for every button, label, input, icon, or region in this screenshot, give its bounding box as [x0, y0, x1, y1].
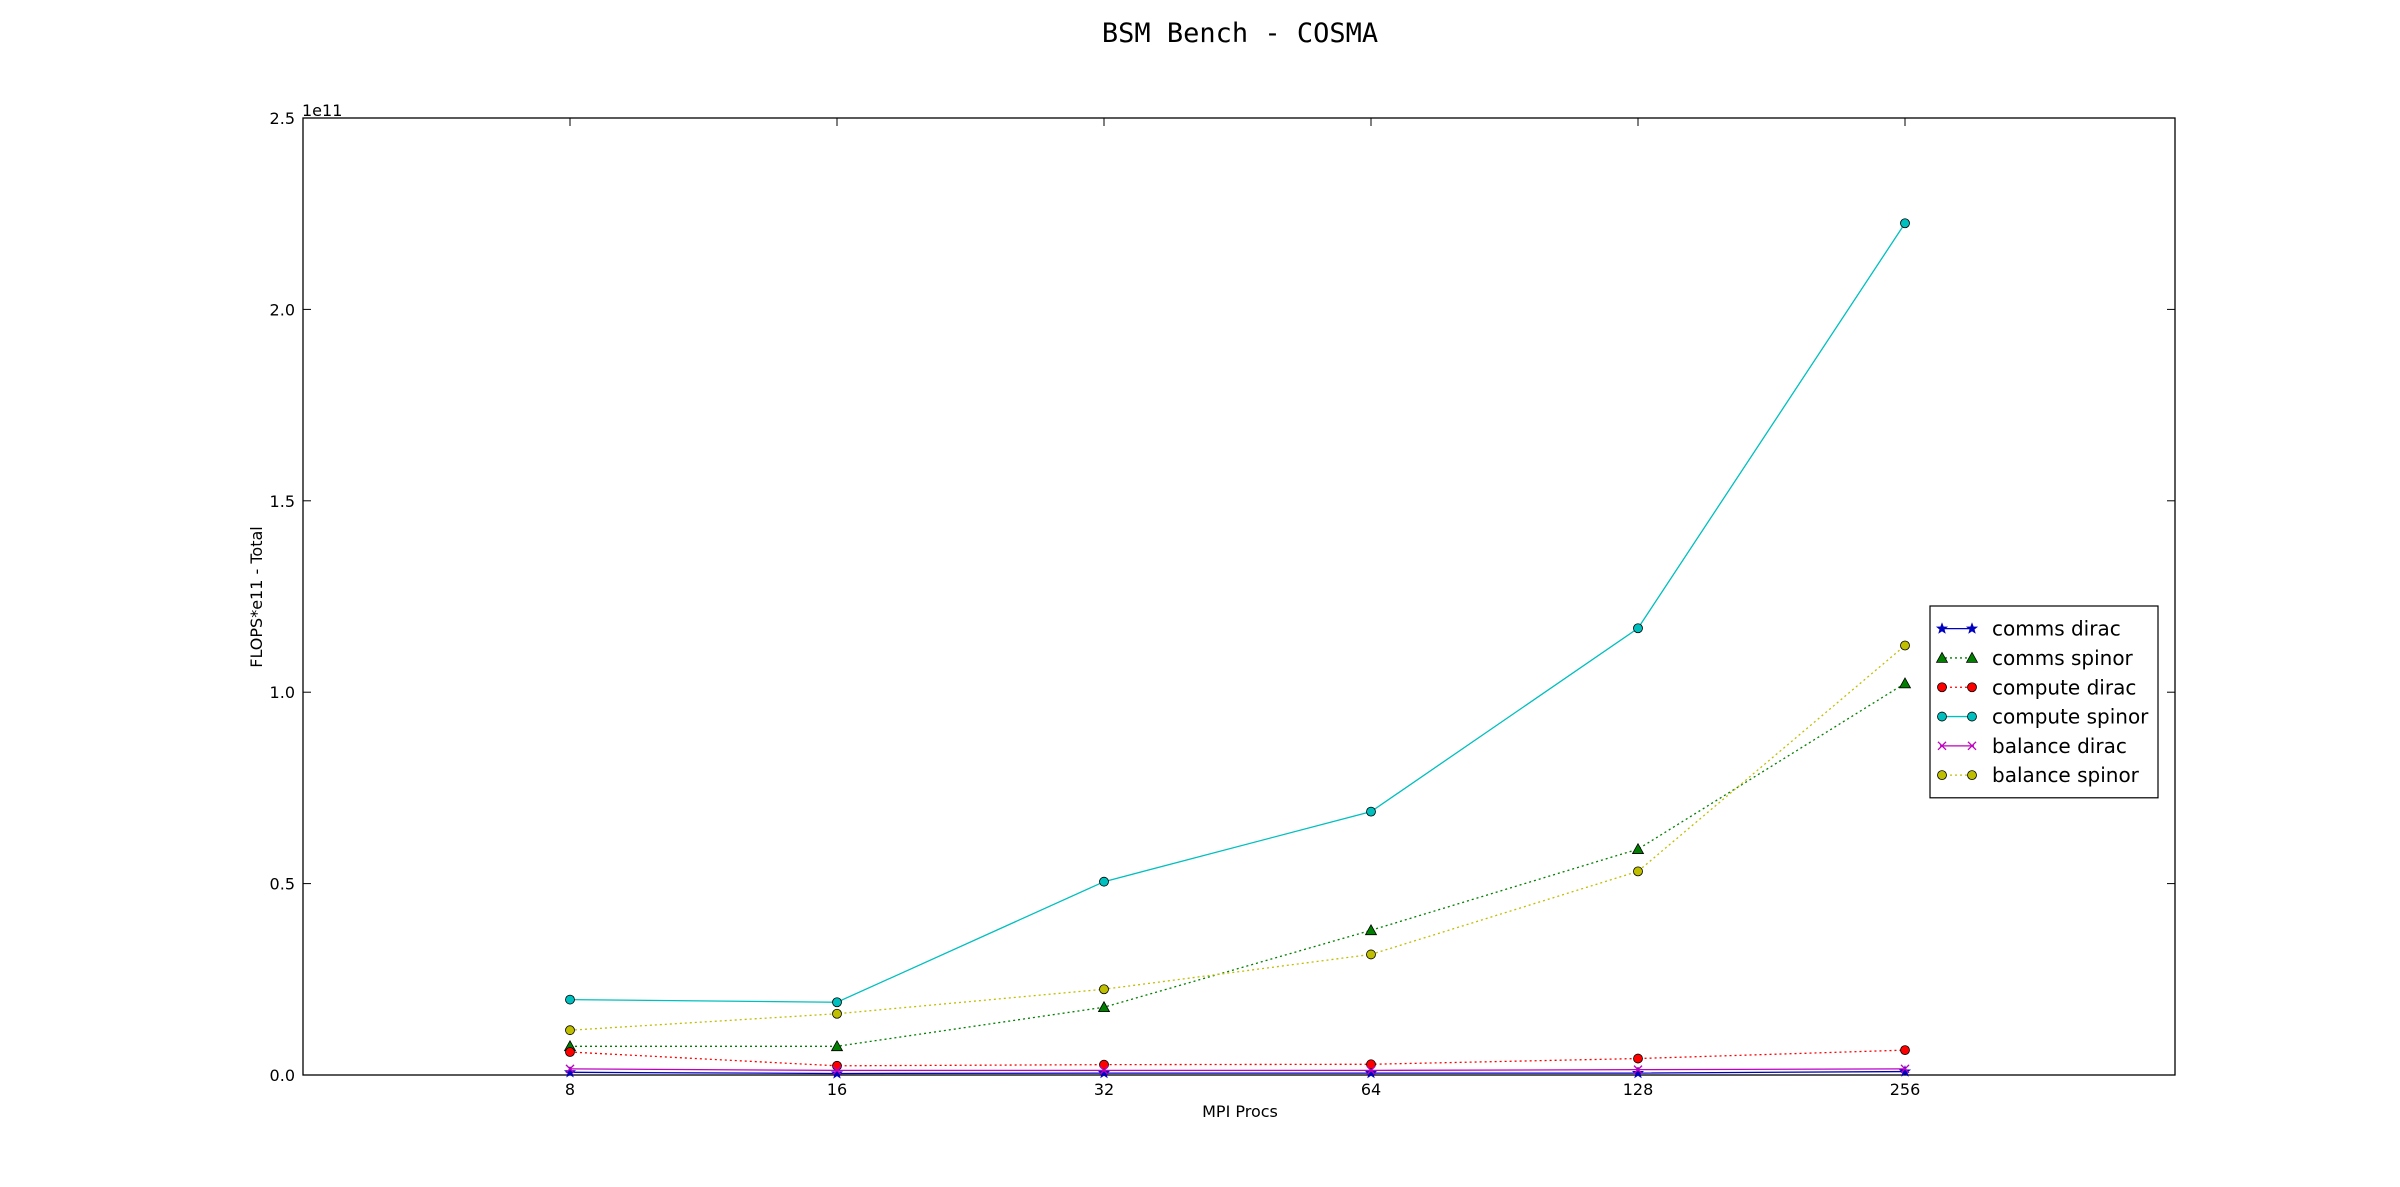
series-line-balance-dirac — [569, 1068, 1906, 1072]
data-point-comms-spinor — [1364, 923, 1378, 936]
data-point-comms-dirac — [1364, 1066, 1378, 1079]
data-point-balance-spinor — [1633, 866, 1643, 877]
data-point-compute-dirac — [1099, 1059, 1109, 1070]
y-tick-label: 1.0 — [270, 683, 295, 702]
x-tick-label: 256 — [1890, 1080, 1921, 1099]
data-point-balance-dirac — [1366, 1065, 1376, 1075]
data-point-compute-dirac — [1633, 1053, 1643, 1064]
data-point-balance-dirac — [832, 1065, 842, 1075]
data-point-comms-dirac — [830, 1067, 844, 1079]
legend-label: compute spinor — [1992, 705, 2149, 729]
legend-marker — [1967, 741, 1977, 751]
legend-label: comms spinor — [1992, 646, 2134, 670]
legend-marker — [1937, 741, 1947, 751]
legend-marker — [1967, 682, 1977, 693]
series-line-balance-spinor — [569, 645, 1906, 1031]
data-point-compute-spinor — [1633, 623, 1643, 634]
legend-item-compute-dirac: compute dirac — [1937, 675, 2136, 699]
data-point-compute-dirac — [1900, 1045, 1910, 1056]
legend-item-balance-spinor: balance spinor — [1937, 763, 2140, 787]
legend-marker — [1935, 622, 1949, 634]
chart-title: BSM Bench - COSMA — [1102, 18, 1378, 49]
legend-marker — [1965, 651, 1979, 663]
data-point-comms-dirac — [1631, 1066, 1645, 1079]
legend-item-compute-spinor: compute spinor — [1937, 705, 2149, 729]
legend-item-comms-spinor: comms spinor — [1935, 646, 2134, 670]
data-point-balance-dirac — [565, 1064, 575, 1074]
data-point-balance-spinor — [832, 1008, 842, 1019]
data-point-comms-dirac — [1898, 1065, 1912, 1077]
series-comms-spinor — [563, 677, 1912, 1052]
data-point-compute-spinor — [832, 997, 842, 1008]
x-tick-label: 128 — [1623, 1080, 1654, 1099]
data-point-comms-spinor — [1097, 1000, 1111, 1013]
x-tick-label: 8 — [565, 1080, 575, 1099]
legend-marker — [1935, 651, 1949, 663]
data-point-balance-spinor — [1099, 984, 1109, 995]
data-point-compute-dirac — [832, 1060, 842, 1071]
y-offset-label: 1e11 — [302, 101, 342, 120]
legend-box — [1929, 605, 2159, 799]
data-point-compute-dirac — [1366, 1059, 1376, 1070]
y-axis-label: FLOPS*e11 - Total — [247, 526, 266, 667]
y-tick-label: 0.0 — [270, 1066, 295, 1085]
data-point-comms-spinor — [830, 1039, 844, 1052]
legend-label: compute dirac — [1992, 675, 2136, 699]
data-point-compute-spinor — [565, 994, 575, 1005]
legend-marker — [1965, 622, 1979, 634]
data-point-comms-dirac — [563, 1065, 577, 1078]
series-compute-spinor — [565, 218, 1910, 1008]
series-balance-spinor — [565, 640, 1910, 1036]
legend-marker — [1937, 770, 1947, 781]
series-line-comms-spinor — [570, 682, 1906, 1047]
data-point-balance-spinor — [1366, 949, 1376, 960]
legend-label: balance dirac — [1992, 734, 2127, 758]
legend-marker — [1937, 682, 1947, 693]
data-point-balance-spinor — [565, 1025, 575, 1036]
legend-marker — [1967, 711, 1977, 722]
data-point-balance-dirac — [1900, 1064, 1910, 1074]
y-tick-label: 0.5 — [270, 875, 295, 894]
legend: comms dirac comms spinor compute dirac comp… — [1929, 605, 2159, 799]
data-point-comms-spinor — [1898, 677, 1912, 689]
series-line-comms-dirac — [569, 1070, 1906, 1075]
series-comms-dirac — [563, 1065, 1912, 1079]
legend-label: balance spinor — [1992, 763, 2140, 787]
data-point-comms-dirac — [1097, 1066, 1111, 1079]
plot-frame — [302, 117, 2176, 1076]
data-point-compute-dirac — [565, 1047, 575, 1057]
legend-marker — [1967, 770, 1977, 781]
series-line-compute-spinor — [569, 222, 1906, 1003]
x-tick-label: 16 — [827, 1080, 847, 1099]
data-point-compute-spinor — [1366, 806, 1376, 817]
x-tick-label: 64 — [1361, 1080, 1381, 1099]
data-point-compute-spinor — [1900, 218, 1910, 229]
data-point-balance-dirac — [1099, 1065, 1109, 1075]
data-point-comms-spinor — [1631, 842, 1645, 854]
data-point-compute-spinor — [1099, 876, 1109, 887]
x-axis-label: MPI Procs — [1202, 1102, 1278, 1121]
legend-item-comms-dirac: comms dirac — [1935, 617, 2121, 641]
data-point-balance-spinor — [1900, 640, 1910, 651]
legend-marker — [1937, 711, 1947, 722]
data-point-balance-dirac — [1633, 1065, 1643, 1075]
series-balance-dirac — [565, 1064, 1910, 1075]
y-tick-label: 2.5 — [270, 109, 295, 128]
legend-label: comms dirac — [1992, 617, 2121, 641]
legend-item-balance-dirac: balance dirac — [1937, 734, 2127, 758]
y-tick-label: 1.5 — [270, 492, 295, 511]
y-tick-label: 2.0 — [270, 300, 295, 319]
x-tick-label: 32 — [1094, 1080, 1114, 1099]
plot-area: 8 16 32 64 128 256 0.0 0.5 1.0 1.5 2.0 2.5 — [270, 109, 2176, 1099]
